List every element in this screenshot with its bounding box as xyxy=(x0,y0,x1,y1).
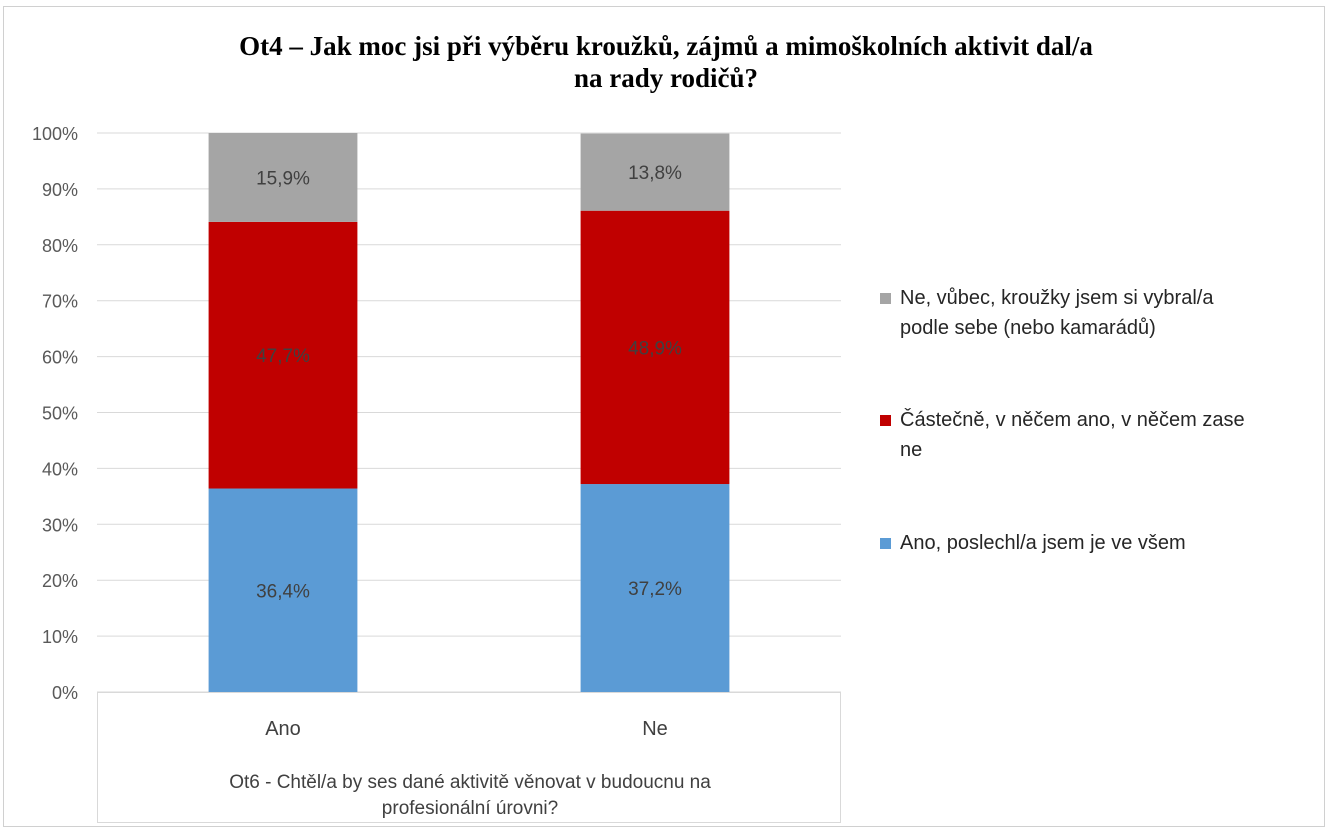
legend-label-line: podle sebe (nebo kamarádů) xyxy=(900,317,1156,339)
legend-label-ne-vubec: Ne, vůbec, kroužky jsem si vybral/a podl… xyxy=(900,283,1320,343)
data-label: 36,4% xyxy=(256,581,310,602)
y-tick-label: 90% xyxy=(42,180,78,200)
x-tick-label: Ne xyxy=(642,718,668,740)
data-label: 48,9% xyxy=(628,338,682,359)
chart-title: Ot4 – Jak moc jsi při výběru kroužků, zá… xyxy=(0,30,1332,94)
legend-label-line: ne xyxy=(900,439,923,461)
legend-swatch-castecne xyxy=(880,415,891,426)
data-label: 15,9% xyxy=(256,168,310,189)
legend-label-ano: Ano, poslechl/a jsem je ve všem xyxy=(900,528,1320,558)
x-axis-title: Ot6 - Chtěl/a by ses dané aktivitě věnov… xyxy=(0,770,940,822)
bar-segment xyxy=(580,133,730,211)
bar-segment xyxy=(208,488,358,692)
data-label: 13,8% xyxy=(628,163,682,184)
y-tick-label: 10% xyxy=(42,627,78,647)
chart-title-line-1: Ot4 – Jak moc jsi při výběru kroužků, zá… xyxy=(239,31,1093,61)
x-axis-title-line-1: Ot6 - Chtěl/a by ses dané aktivitě věnov… xyxy=(229,772,711,793)
data-label: 47,7% xyxy=(256,346,310,367)
bar-segment xyxy=(580,210,730,485)
legend-label-line: Ne, vůbec, kroužky jsem si vybral/a xyxy=(900,287,1214,309)
data-label: 37,2% xyxy=(628,579,682,600)
chart-title-line-2: na rady rodičů? xyxy=(573,63,759,93)
legend-swatch-ne-vubec xyxy=(880,293,891,304)
legend-label-line: Částečně, v něčem ano, v něčem zase xyxy=(900,409,1245,431)
y-tick-label: 80% xyxy=(42,236,78,256)
bar-segment xyxy=(580,484,730,692)
x-tick-label: Ano xyxy=(265,718,301,740)
legend-label-castecne: Částečně, v něčem ano, v něčem zase ne xyxy=(900,405,1320,465)
x-axis-title-line-2: profesionální úrovni? xyxy=(381,798,559,819)
y-tick-label: 60% xyxy=(42,348,78,368)
y-tick-label: 70% xyxy=(42,292,78,312)
y-tick-label: 100% xyxy=(32,124,78,144)
y-tick-label: 40% xyxy=(42,459,78,479)
legend-swatch-ano xyxy=(880,538,891,549)
bar-segment xyxy=(208,221,358,489)
y-tick-label: 20% xyxy=(42,571,78,591)
y-tick-label: 30% xyxy=(42,515,78,535)
y-tick-label: 50% xyxy=(42,404,78,424)
bar-segment xyxy=(208,133,358,222)
legend-label-line: Ano, poslechl/a jsem je ve všem xyxy=(900,532,1186,554)
y-tick-label: 0% xyxy=(52,683,78,703)
